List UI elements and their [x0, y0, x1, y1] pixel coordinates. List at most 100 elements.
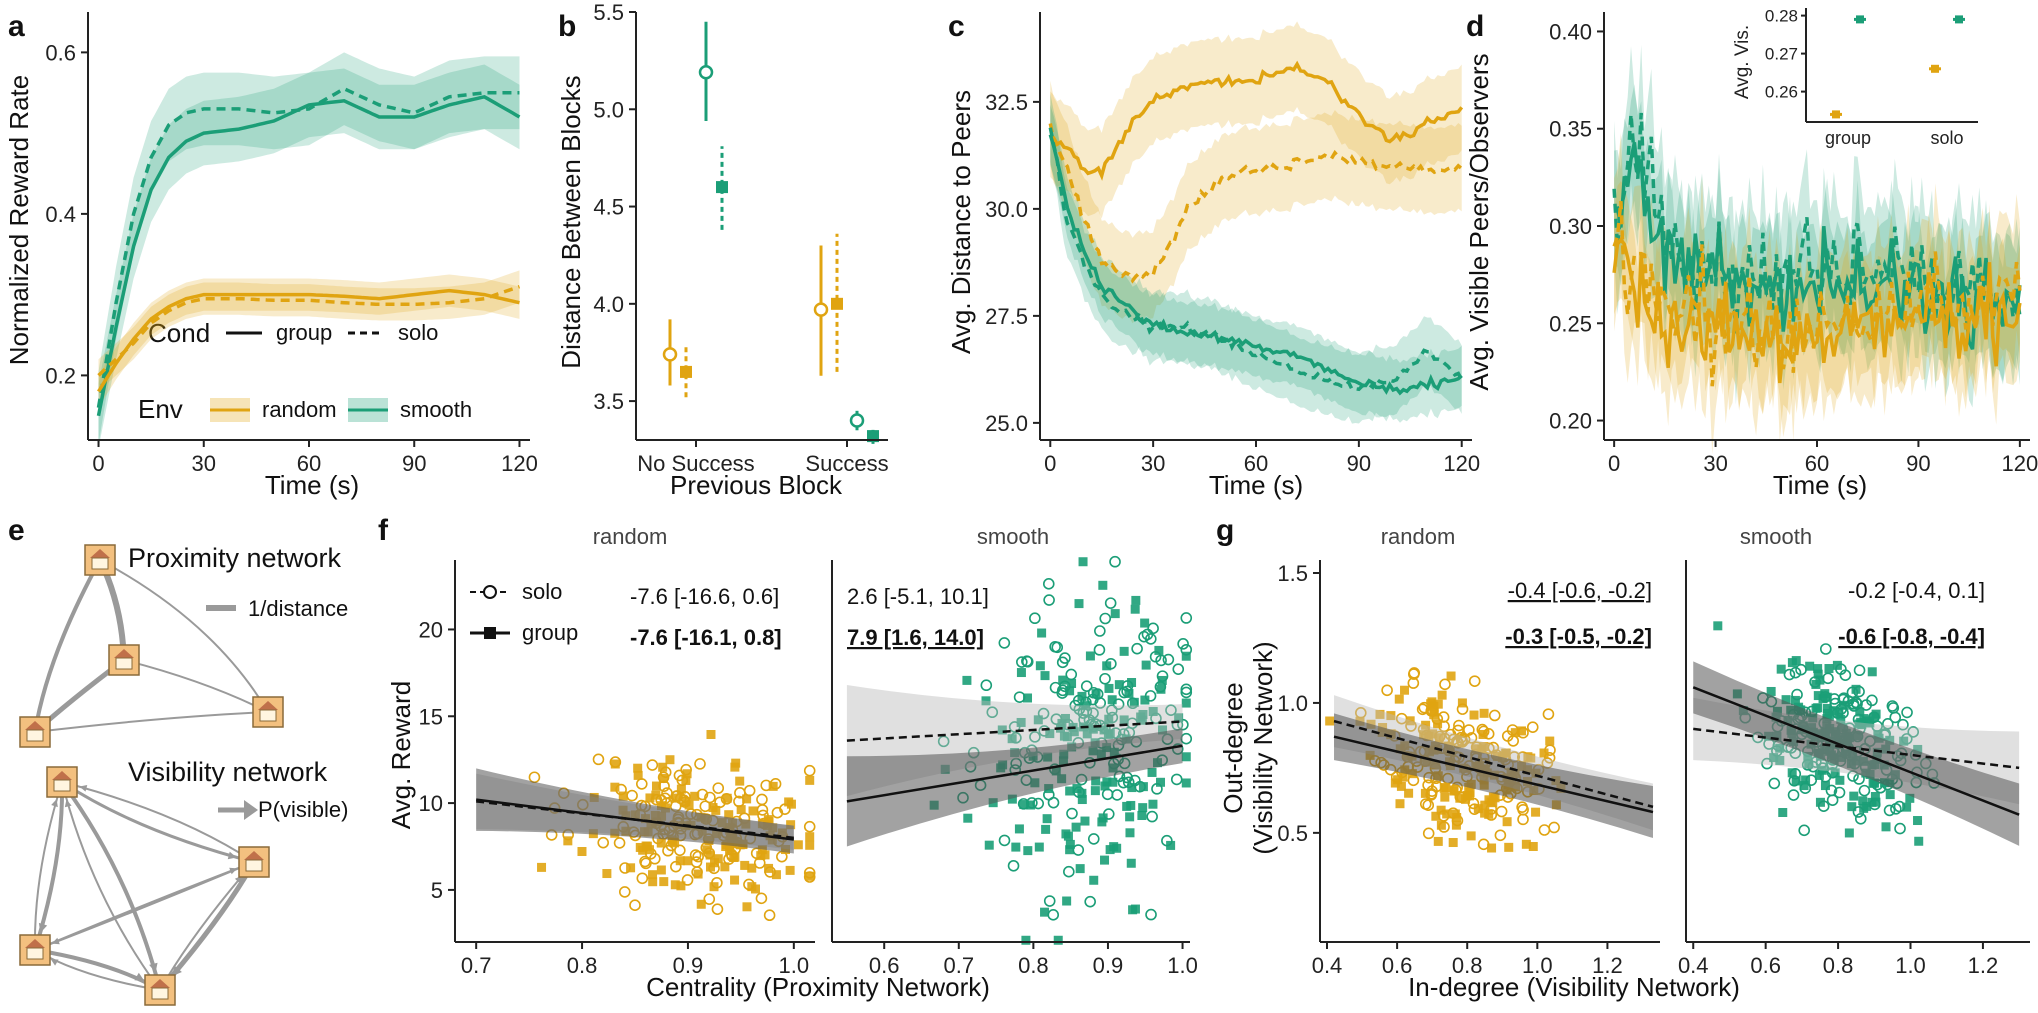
point-solo [1548, 821, 1560, 834]
point-group [1325, 716, 1335, 726]
point-group [1089, 875, 1099, 885]
annotation-f-smooth-solo: 2.6 [-5.1, 10.1] [847, 584, 989, 609]
point-solo [1458, 733, 1471, 746]
panel-c-plot: 25.0 27.5 30.0 32.5 0 30 60 90 120 [985, 12, 1480, 476]
point-solo [753, 857, 766, 869]
axis-title-g-x: In-degree (Visibility Network) [1408, 972, 1740, 1002]
panel-label-b: b [558, 10, 576, 43]
point-solo [1145, 908, 1157, 921]
point-group [1072, 784, 1082, 794]
point-group [1021, 935, 1031, 945]
x-tick-label-g: 0.8 [1452, 953, 1483, 978]
y-tick-label-b: 4.5 [593, 195, 624, 220]
point-solo [1146, 810, 1158, 823]
x-tick-label-g: 0.8 [1823, 953, 1854, 978]
point-group [1856, 717, 1866, 727]
point-group [1065, 686, 1075, 696]
panel-e-networks [19, 544, 284, 1006]
point-group [735, 776, 745, 786]
legend-f-group-marker [484, 627, 496, 639]
point-group [1181, 698, 1191, 708]
point-group [1063, 831, 1073, 841]
point-group [1154, 645, 1164, 655]
y-tick-label-g: 1.5 [1277, 561, 1308, 586]
point-solo [626, 789, 638, 802]
point-solo [1013, 691, 1026, 703]
facet-title-g-smooth: smooth [1740, 524, 1812, 549]
point-group [1814, 770, 1824, 780]
point-group [1404, 788, 1414, 798]
vis-edge-arrowhead [64, 799, 72, 808]
series-line-random-group [97, 288, 520, 393]
proximity-legend-label: 1/distance [248, 596, 348, 621]
point-group [736, 805, 746, 815]
point-group [1517, 726, 1527, 736]
point-group [1019, 800, 1029, 810]
point-group [1104, 714, 1114, 724]
point-solo [1477, 838, 1490, 851]
point-solo [1787, 789, 1800, 801]
point-group [1487, 843, 1497, 853]
series-line-smooth-solo [1612, 112, 2022, 337]
vis-edge-arrowhead [51, 937, 60, 945]
point-group [1787, 658, 1797, 668]
vis-edge [61, 781, 161, 991]
point-solo [703, 893, 716, 905]
point-group [1778, 808, 1788, 818]
point-group [1847, 802, 1857, 812]
axis-title-d-y: Avg. Visible Peers/Observers [1464, 53, 1494, 390]
x-tick-label-g: 1.2 [1968, 953, 1999, 978]
point-group [1131, 595, 1141, 605]
point-solo [1180, 686, 1193, 699]
vis-edge-arrowhead [79, 784, 88, 792]
point-group [1125, 828, 1135, 838]
point-solo [613, 837, 626, 849]
point-solo [1111, 789, 1123, 801]
point-solo [757, 809, 769, 822]
point-group [1914, 836, 1924, 846]
y-tick-label-d: 0.40 [1549, 19, 1592, 44]
point-solo [1431, 713, 1444, 725]
agent-node-icon-house [91, 557, 109, 570]
agent-node-icon-roof [90, 549, 110, 558]
point-group [1067, 679, 1077, 689]
x-tick-label-a: 90 [402, 451, 426, 476]
point-solo [1791, 688, 1803, 701]
point-solo [1151, 783, 1163, 795]
point-group [1790, 695, 1800, 705]
point-solo [1438, 821, 1450, 833]
point-group [1457, 698, 1467, 708]
panel-label-f: f [378, 514, 389, 547]
point-solo [803, 871, 816, 883]
point-group [962, 675, 972, 685]
point-group [1817, 765, 1827, 775]
point-group [1103, 729, 1113, 739]
point-group [1441, 783, 1451, 793]
point-solo [1043, 594, 1055, 606]
point-group [1820, 689, 1830, 699]
point-group [1469, 710, 1479, 720]
prox-edge [123, 659, 269, 713]
point-group [1473, 804, 1483, 814]
point-group [1098, 813, 1108, 823]
panel-label-a: a [8, 10, 25, 43]
point-group [1436, 805, 1446, 815]
axis-title-b-x: Previous Block [670, 470, 843, 500]
point-group [577, 846, 587, 856]
point-solo [1819, 643, 1832, 655]
y-tick-label-b: 4.0 [593, 292, 624, 317]
point-group [1521, 839, 1531, 849]
point-group [1127, 783, 1137, 793]
point-group [984, 840, 994, 850]
confidence-band-random-group [98, 274, 520, 408]
point-solo [1162, 653, 1175, 666]
point-solo [1109, 727, 1122, 739]
point-group [1100, 855, 1110, 865]
regression-line-smooth-solo [1693, 727, 2020, 770]
point-solo [986, 706, 999, 719]
point-group [681, 775, 691, 785]
point-group [1815, 675, 1825, 685]
point-group [656, 865, 666, 875]
inset-y-title: Avg. Vis. [1732, 25, 1753, 99]
